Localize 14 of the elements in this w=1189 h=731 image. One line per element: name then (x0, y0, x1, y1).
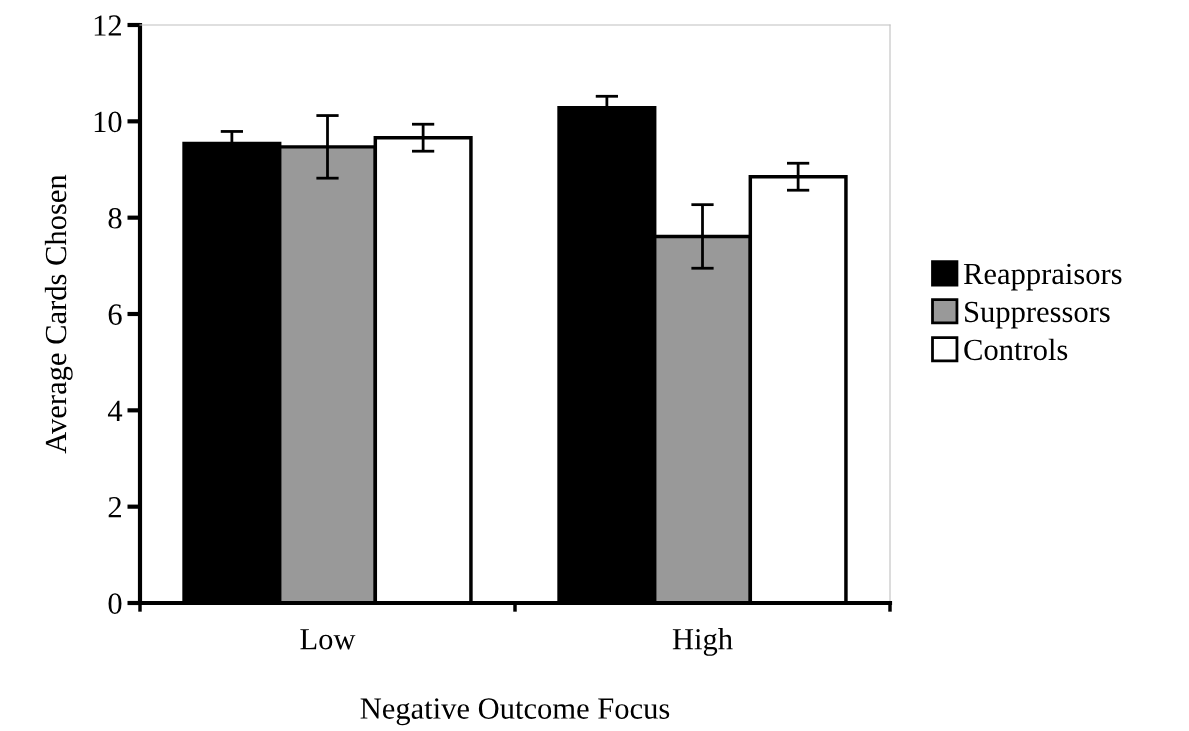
y-tick-label: 8 (108, 207, 122, 229)
y-tick-label: 2 (108, 497, 121, 518)
legend-label: Suppressors (965, 301, 1110, 329)
x-tick-label: Low (300, 629, 356, 650)
y-tick-label: 6 (108, 304, 122, 325)
x-axis-title: Negative Outcome Focus (360, 698, 670, 726)
y-tick-label: 10 (94, 111, 122, 133)
y-tick-label: 12 (94, 15, 121, 36)
legend-label: Reappraisors (963, 263, 1122, 291)
x-tick-label: High (672, 628, 733, 656)
y-tick-label: 4 (107, 400, 123, 421)
y-axis-title: Average Cards Chosen (44, 174, 73, 454)
y-tick-label: 0 (108, 593, 122, 614)
legend-label: Controls (964, 338, 1068, 361)
